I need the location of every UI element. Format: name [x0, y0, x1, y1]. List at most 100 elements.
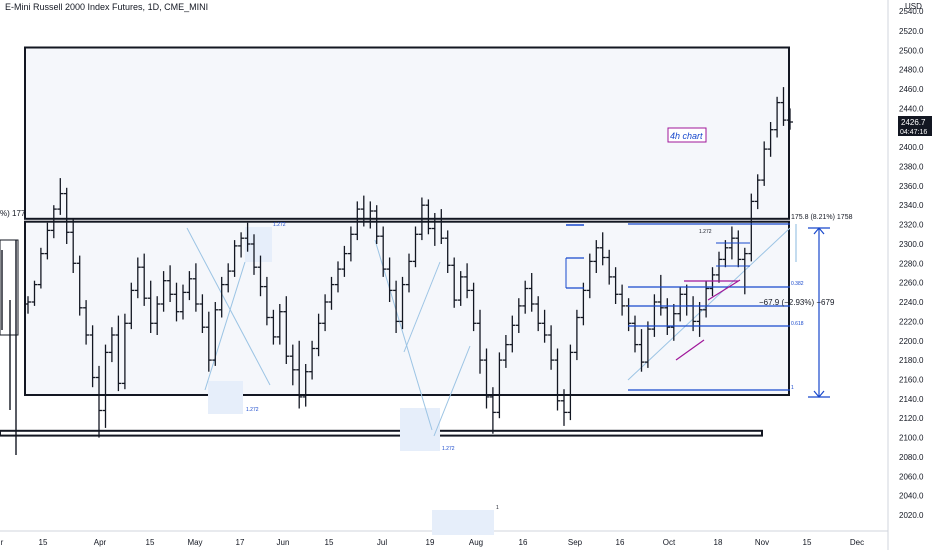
time-tick-label: 15: [803, 538, 812, 547]
box-label-frame[interactable]: [667, 127, 707, 143]
price-tick-label: 2340.0: [899, 201, 924, 210]
price-tick-label: 2280.0: [899, 259, 924, 268]
ohlc-bar: [167, 265, 174, 302]
ohlc-bar: [670, 304, 677, 341]
measure-label: 175.8 (8.21%) 1758: [791, 214, 853, 221]
price-tick-label: 2120.0: [899, 414, 924, 423]
fib-label: 1.272: [246, 407, 259, 413]
price-tick-label: 2520.0: [899, 27, 924, 36]
ohlc-bar: [373, 205, 380, 244]
chart-title: E-Mini Russell 2000 Index Futures, 1D, C…: [5, 2, 209, 12]
ohlc-bar: [554, 348, 561, 411]
time-tick-label: 15: [325, 538, 334, 547]
ohlc-bar: [573, 309, 580, 361]
ohlc-bar: [244, 222, 251, 252]
ohlc-bar: [296, 340, 303, 409]
price-tick-label: 2400.0: [899, 143, 924, 152]
ohlc-bar: [780, 87, 787, 126]
channel-line[interactable]: [675, 339, 705, 361]
measure-tool[interactable]: [795, 224, 830, 398]
price-tick-label: 2260.0: [899, 279, 924, 288]
channel-line[interactable]: [707, 279, 741, 301]
price-tick-label: 2020.0: [899, 511, 924, 520]
time-tick-label: May: [187, 538, 202, 547]
ohlc-bar: [225, 263, 232, 293]
time-tick-label: Nov: [755, 538, 769, 547]
ohlc-bar: [108, 327, 115, 363]
guide-line[interactable]: [433, 345, 471, 437]
price-tick-label: 2060.0: [899, 472, 924, 481]
ohlc-bar: [89, 325, 96, 388]
fib-zone-may-low[interactable]: [208, 381, 243, 414]
fib-zone-jul[interactable]: [400, 408, 440, 451]
ohlc-bar: [515, 298, 522, 333]
guide-lines[interactable]: [186, 227, 791, 437]
ohlc-bar: [309, 340, 316, 380]
ohlc-bar: [102, 344, 109, 428]
fib-label: 1.272: [699, 229, 712, 235]
ohlc-bar: [464, 263, 471, 299]
ohlc-bar: [160, 271, 167, 312]
range-box[interactable]: [0, 429, 763, 437]
channel-lines[interactable]: [675, 279, 741, 361]
ohlc-bar: [251, 234, 257, 275]
guide-line[interactable]: [186, 227, 271, 386]
time-tick-label: 17: [236, 538, 245, 547]
guide-line[interactable]: [204, 261, 246, 391]
price-bars[interactable]: [25, 87, 793, 438]
ohlc-bar: [735, 230, 742, 268]
ohlc-bar: [180, 284, 186, 320]
range-box[interactable]: [24, 46, 790, 220]
time-tick-label: Jun: [277, 538, 290, 547]
time-axis-ticks[interactable]: r 15 Apr 15 May 17 Jun 15 Jul 19 Aug 16 Sep 16 Oct 18 No…: [1, 538, 864, 547]
ohlc-bar: [380, 226, 387, 277]
fib-retracement-tool[interactable]: [565, 223, 790, 391]
guide-line[interactable]: [374, 239, 433, 431]
ohlc-bar: [322, 294, 329, 332]
ohlc-bar: [502, 335, 509, 368]
ohlc-bar: [83, 300, 90, 345]
ohlc-bar: [289, 344, 296, 386]
fib-zone-aug-bottom[interactable]: [432, 510, 494, 535]
price-tick-label: 2200.0: [899, 337, 924, 346]
ohlc-bar: [580, 282, 587, 326]
ohlc-bar: [651, 294, 658, 337]
guide-line[interactable]: [627, 227, 791, 381]
ohlc-bar: [586, 253, 593, 299]
price-tick-label: 2180.0: [899, 356, 924, 365]
ohlc-bar: [302, 364, 309, 407]
ohlc-bar: [638, 329, 645, 372]
ohlc-bar: [632, 315, 638, 353]
time-tick-label: 16: [519, 538, 528, 547]
price-tick-label: 2440.0: [899, 104, 924, 113]
ohlc-bar: [541, 309, 548, 343]
price-tick-label: 2300.0: [899, 240, 924, 249]
ohlc-bar: [657, 274, 664, 316]
time-tick-label: 15: [146, 538, 155, 547]
guide-line[interactable]: [403, 261, 441, 353]
ohlc-bar: [147, 280, 154, 333]
position-label: −67.9 (−2.93%) −679: [759, 298, 835, 307]
ohlc-bar: [535, 296, 542, 332]
price-tick-label: 2160.0: [899, 376, 924, 385]
price-axis-ticks[interactable]: 2020.0 2040.0 2060.0 2080.0 2100.0 2120.0 2140…: [899, 27, 924, 520]
ohlc-bar: [134, 257, 141, 299]
ohlc-bar: [96, 365, 102, 438]
ohlc-bar: [774, 96, 781, 138]
last-price-badge[interactable]: [898, 116, 932, 136]
fib-label: 0.382: [791, 281, 804, 287]
left-cut-label: %) 177: [0, 209, 26, 218]
time-tick-label: r: [1, 538, 4, 547]
time-tick-label: Aug: [469, 538, 483, 547]
ohlc-bar: [528, 273, 535, 312]
ohlc-bar: [418, 197, 425, 241]
bar-countdown: 04:47:16: [900, 129, 927, 136]
time-tick-label: Dec: [850, 538, 864, 547]
time-tick-label: 18: [714, 538, 723, 547]
ohlc-bar: [128, 282, 135, 330]
ohlc-bar: [438, 209, 445, 244]
ohlc-bar: [470, 282, 477, 332]
ohlc-bar: [425, 199, 432, 235]
price-tick-label: 2500.0: [899, 46, 924, 55]
